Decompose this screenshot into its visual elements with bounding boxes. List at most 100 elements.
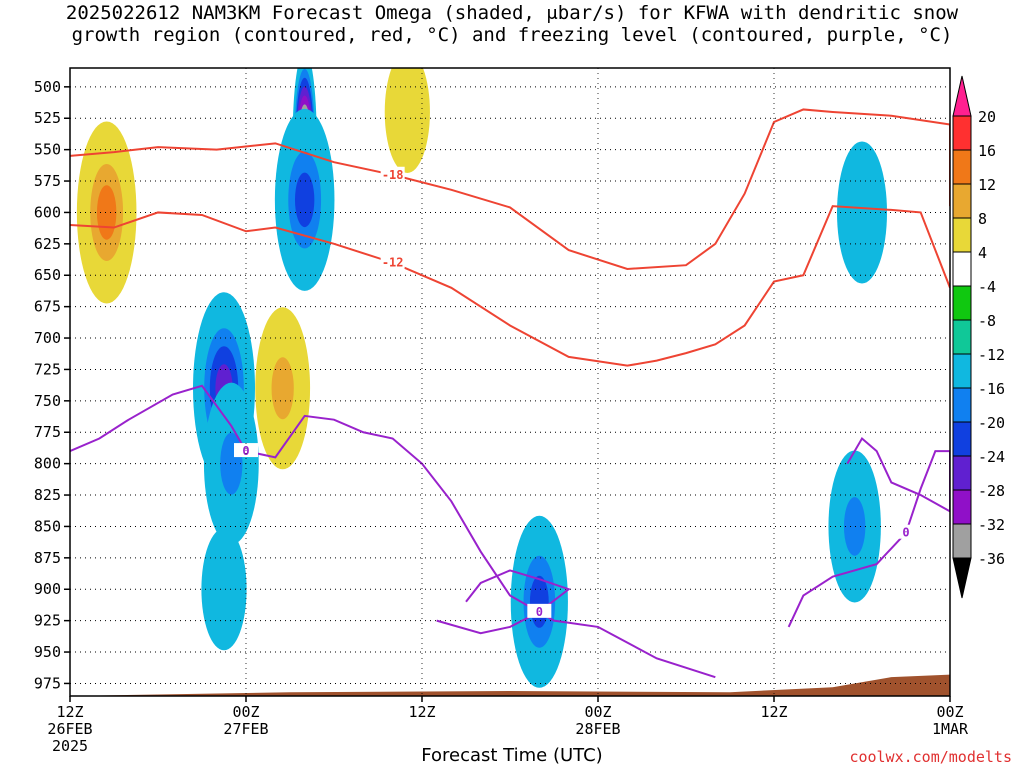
omega-contour-band — [271, 357, 294, 420]
x-tick-label: 28FEB — [575, 720, 620, 738]
omega-cell — [255, 307, 311, 470]
colorbar-label: -24 — [978, 448, 1005, 466]
colorbar-label: -12 — [978, 346, 1005, 364]
terrain-fill — [70, 674, 950, 696]
y-tick-label: 550 — [34, 141, 61, 159]
colorbar-label: 20 — [978, 108, 996, 126]
omega-cell — [837, 141, 887, 284]
x-axis-title: Forecast Time (UTC) — [421, 745, 603, 766]
y-tick-label: 725 — [34, 360, 61, 378]
colorbar-label: 4 — [978, 244, 987, 262]
colorbar-segment — [952, 217, 972, 253]
colorbar-segment — [952, 115, 972, 151]
x-tick-label: 00Z — [232, 703, 259, 721]
y-tick-label: 900 — [34, 580, 61, 598]
contour-label: 0 — [242, 444, 249, 458]
omega-contour-band — [384, 68, 430, 173]
omega-contour-band — [294, 172, 315, 228]
contour-label: 0 — [902, 526, 909, 540]
y-tick-label: 600 — [34, 203, 61, 221]
omega-contour-band — [220, 432, 243, 495]
omega-contour-band — [96, 185, 117, 240]
colorbar: 20 16 12 8 4 -4 -8 -12 -16 -20 -24 -28 -32 -36 — [952, 75, 1005, 599]
y-tick-label: 675 — [34, 298, 61, 316]
y-tick-label: 825 — [34, 486, 61, 504]
colorbar-segment — [952, 523, 972, 559]
omega-cell — [828, 450, 881, 603]
colorbar-segment — [952, 353, 972, 389]
omega-cell — [510, 515, 568, 688]
y-tick-label: 700 — [34, 329, 61, 347]
chart-title-line1: 2025022612 NAM3KM Forecast Omega (shaded… — [65, 2, 959, 24]
omega-cell — [203, 382, 259, 545]
omega-cell — [274, 108, 335, 291]
colorbar-segment — [952, 251, 972, 287]
colorbar-label: 12 — [978, 176, 996, 194]
freezing-contour — [70, 384, 716, 679]
plot-frame — [69, 67, 951, 697]
y-tick-label: 875 — [34, 549, 61, 567]
colorbar-bottom-arrow — [952, 557, 972, 599]
y-tick-label: 575 — [34, 172, 61, 190]
contour-label-bg — [894, 524, 918, 539]
y-tick-label: 975 — [34, 674, 61, 692]
omega-cell — [384, 68, 430, 173]
dendritic-contour — [70, 108, 950, 270]
y-tick-label: 525 — [34, 109, 61, 127]
contour-label: -12 — [382, 256, 404, 270]
y-tick-label: 850 — [34, 517, 61, 535]
x-tick-label: 12Z — [760, 703, 787, 721]
x-tick-label: 12Z — [408, 703, 435, 721]
colorbar-label: -4 — [978, 278, 996, 296]
x-tick-label: 12Z — [56, 703, 83, 721]
colorbar-label: -32 — [978, 516, 1005, 534]
colorbar-label: 16 — [978, 142, 996, 160]
colorbar-label: -20 — [978, 414, 1005, 432]
omega-contour-band — [843, 497, 866, 556]
colorbar-segment — [952, 489, 972, 525]
freezing-contour — [436, 569, 571, 635]
colorbar-segment — [952, 455, 972, 491]
y-tick-label: 500 — [34, 78, 61, 96]
x-tick-label: 27FEB — [223, 720, 268, 738]
plot-border — [69, 67, 951, 697]
colorbar-label: -28 — [978, 482, 1005, 500]
contour-label-bg — [527, 603, 552, 618]
freezing-contour — [787, 436, 950, 628]
y-tick-label: 750 — [34, 392, 61, 410]
y-tick-label: 650 — [34, 266, 61, 284]
x-tick-label: 00Z — [584, 703, 611, 721]
y-tick-label: 950 — [34, 643, 61, 661]
plot-area: -18 -12 0 0 0 — [70, 68, 950, 696]
omega-cell — [76, 121, 137, 304]
y-tick-label: 625 — [34, 235, 61, 253]
colorbar-segment — [952, 387, 972, 423]
y-axis: 500 525 550 575 600 625 650 675 700 725 750 775 800 8… — [34, 78, 70, 692]
colorbar-segment — [952, 149, 972, 185]
contour-label-bg — [380, 254, 405, 269]
colorbar-segment — [952, 421, 972, 457]
contour-label-bg — [234, 443, 258, 458]
x-tick-label: 1MAR — [932, 720, 969, 738]
x-tick-label: 00Z — [936, 703, 963, 721]
colorbar-label: -8 — [978, 312, 996, 330]
y-tick-label: 925 — [34, 612, 61, 630]
dendritic-contour — [70, 205, 950, 367]
omega-cell — [201, 528, 247, 651]
omega-contour-band — [848, 173, 876, 251]
y-tick-label: 800 — [34, 455, 61, 473]
contour-label: 0 — [536, 605, 543, 619]
omega-contour-band — [529, 575, 549, 628]
y-tick-label: 775 — [34, 423, 61, 441]
colorbar-segment — [952, 285, 972, 321]
contour-label: -18 — [382, 168, 404, 182]
colorbar-segment — [952, 183, 972, 219]
colorbar-label: 8 — [978, 210, 987, 228]
x-tick-label: 26FEB — [47, 720, 92, 738]
x-tick-label: 2025 — [52, 737, 88, 755]
chart-title-line2: growth region (contoured, red, °C) and f… — [71, 24, 953, 46]
credit-link[interactable]: coolwx.com/modelts — [849, 748, 1012, 766]
colorbar-segment — [952, 319, 972, 355]
